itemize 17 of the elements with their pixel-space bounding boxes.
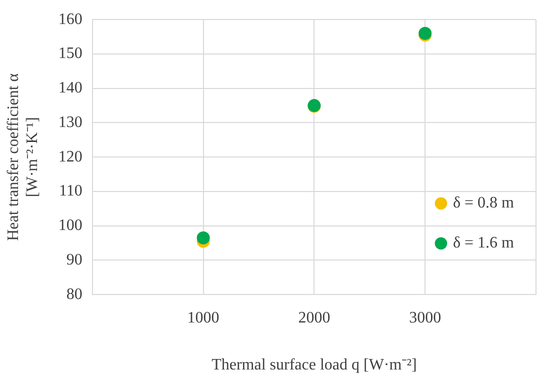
legend-label: δ = 0.8 m xyxy=(452,194,515,212)
y-tick-label: 110 xyxy=(58,182,82,200)
y-tick-label: 90 xyxy=(66,251,82,268)
x-tick-label: 3000 xyxy=(409,309,442,326)
point xyxy=(196,231,210,244)
legend-label: δ = 1.6 m xyxy=(452,234,515,252)
x-tick-label: 2000 xyxy=(298,309,330,326)
y-tick-label: 130 xyxy=(58,114,82,131)
y-tick-label: 160 xyxy=(58,10,82,28)
x-tick-label: 1000 xyxy=(187,309,220,326)
y-tick-label: 80 xyxy=(66,286,82,303)
y-axis-title: Heat transfer coefficient α [W·m⁻²·K⁻¹] xyxy=(4,72,42,241)
y-tick-label: 150 xyxy=(58,45,82,62)
y-tick-label: 100 xyxy=(58,217,82,234)
y-tick-label: 140 xyxy=(58,80,82,97)
y-tick-label: 120 xyxy=(58,148,82,166)
x-axis-title: Thermal surface load q [W·m⁻²] xyxy=(212,356,417,374)
